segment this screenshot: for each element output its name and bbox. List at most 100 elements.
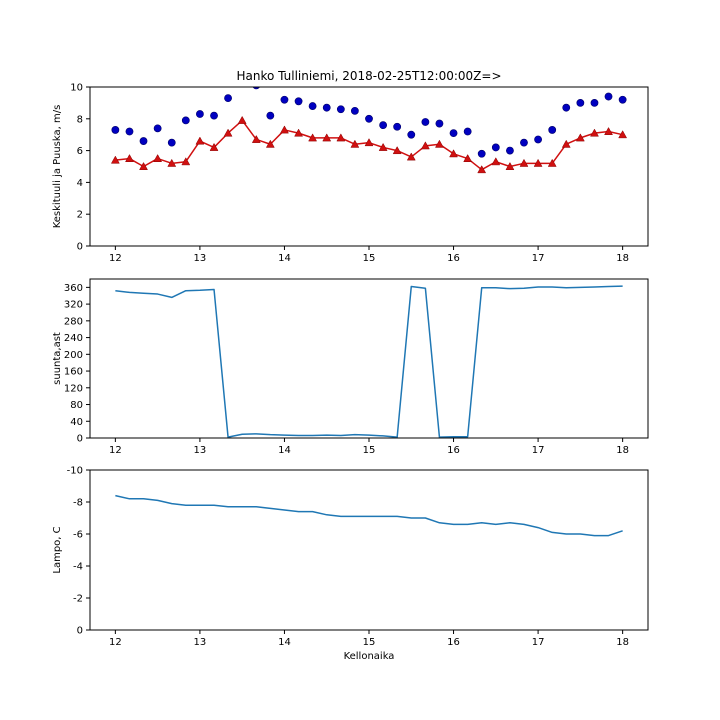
series-1-marker xyxy=(561,139,571,148)
y-tick-label: 120 xyxy=(64,383,83,394)
x-tick-label: 18 xyxy=(616,253,629,264)
series-0-point xyxy=(534,135,542,144)
x-tick-label: 14 xyxy=(278,445,291,456)
series-0-point xyxy=(308,102,317,110)
series-1-marker xyxy=(547,158,557,167)
series-0-point xyxy=(196,110,204,118)
series-0-point xyxy=(125,127,134,136)
y-tick-label: 200 xyxy=(64,350,83,361)
series-0-point xyxy=(111,126,120,134)
x-tick-label: 15 xyxy=(363,637,376,648)
wind-direction-panel: 12 13 14 15 16 17 18 0 40 80 120 160 200 240 280 320 360… xyxy=(52,278,649,456)
series-0-point xyxy=(139,137,148,145)
series-0-point xyxy=(590,99,599,107)
x-tick-label: 17 xyxy=(532,445,545,456)
series-1-marker xyxy=(139,161,148,170)
y-tick-label: 160 xyxy=(64,367,83,378)
series-0-point xyxy=(365,114,373,123)
y-tick-label: 8 xyxy=(77,114,83,125)
series-0-point xyxy=(153,124,162,133)
x-tick-label: 18 xyxy=(616,445,629,456)
y-tick-label: -2 xyxy=(73,594,83,605)
x-tick-label: 16 xyxy=(447,445,460,456)
y-tick-label: 4 xyxy=(77,178,83,189)
series-1-marker xyxy=(167,158,177,167)
x-tick-label: 16 xyxy=(447,637,460,648)
series-1-marker xyxy=(265,139,275,148)
series-0-point xyxy=(167,138,176,147)
series-0-point xyxy=(322,103,331,112)
series-1-marker xyxy=(575,133,585,142)
y-tick-label: 360 xyxy=(64,283,83,294)
chart-title: Hanko Tulliniemi, 2018-02-25T12:00:00Z=> xyxy=(236,69,501,83)
series-1-marker xyxy=(322,133,332,142)
y-tick-label: -10 xyxy=(67,466,83,477)
x-tick-label: 13 xyxy=(194,445,207,456)
y-tick-label: 0 xyxy=(77,434,83,445)
series-0-point xyxy=(407,130,416,139)
series-0-point xyxy=(350,106,359,115)
y-tick-label: -6 xyxy=(73,530,83,541)
series-1-marker xyxy=(209,142,219,151)
series-1-marker xyxy=(604,127,613,135)
series-0-point xyxy=(618,95,627,104)
y-tick-label: 0 xyxy=(77,242,83,253)
series-1-marker xyxy=(336,133,346,142)
series-1-marker xyxy=(237,115,247,124)
series-0-point xyxy=(252,87,260,90)
plot-area xyxy=(110,87,628,174)
series-0-point xyxy=(224,94,232,103)
series-1-marker xyxy=(533,158,543,167)
series-0-point xyxy=(477,149,486,158)
series-1-marker xyxy=(406,152,416,161)
series-0-line xyxy=(115,285,623,438)
series-0-point xyxy=(280,95,289,104)
series-1-marker xyxy=(618,130,628,139)
series-1-marker xyxy=(181,157,191,166)
x-tick-label: 15 xyxy=(363,253,376,264)
series-0-point xyxy=(393,122,402,131)
series-0-point xyxy=(210,111,218,120)
x-tick-label: 15 xyxy=(363,445,376,456)
series-1-marker xyxy=(110,155,120,164)
series-0-line xyxy=(115,494,623,537)
series-0-point xyxy=(181,116,190,125)
y-tick-label: 6 xyxy=(77,146,83,157)
temperature-panel: 12 13 14 15 16 17 18 0 -2 -4 -6 -8 -10 Lampo, C Kellon… xyxy=(52,466,649,662)
x-tick-label: 17 xyxy=(532,637,545,648)
plot-frame xyxy=(89,469,649,631)
series-1-marker xyxy=(153,154,163,162)
y-axis-label: suunta,ast xyxy=(52,332,63,385)
series-1-marker xyxy=(125,154,134,162)
series-1-marker xyxy=(308,133,318,142)
series-0-point xyxy=(379,121,388,130)
plot-area xyxy=(115,285,623,438)
series-0-point xyxy=(506,146,514,155)
y-tick-label: 280 xyxy=(64,316,83,327)
y-tick-label: 240 xyxy=(64,333,83,344)
series-0-point xyxy=(491,143,500,152)
x-tick-label: 14 xyxy=(278,637,291,648)
series-1-marker xyxy=(350,139,360,148)
series-1-marker xyxy=(294,128,303,137)
series-1-marker xyxy=(435,139,444,148)
series-1-marker xyxy=(392,146,402,155)
series-0-point xyxy=(562,103,571,112)
series-1-marker xyxy=(195,136,205,145)
plot-area xyxy=(115,494,623,537)
series-0-point xyxy=(449,129,458,138)
series-1-marker xyxy=(477,165,487,174)
series-0-point xyxy=(520,138,528,147)
plot-frame xyxy=(89,278,649,439)
x-tick-label: 14 xyxy=(278,253,291,264)
series-0-point xyxy=(294,97,303,106)
series-0-point xyxy=(336,105,345,114)
y-axis-label: Keskituuli ja Puuska, m/s xyxy=(52,105,63,229)
x-tick-label: 13 xyxy=(194,637,207,648)
series-1-marker xyxy=(223,128,233,137)
y-tick-label: 40 xyxy=(70,417,83,428)
series-1-marker xyxy=(280,125,289,134)
series-1-marker xyxy=(505,161,515,170)
x-tick-label: 16 xyxy=(447,253,460,264)
